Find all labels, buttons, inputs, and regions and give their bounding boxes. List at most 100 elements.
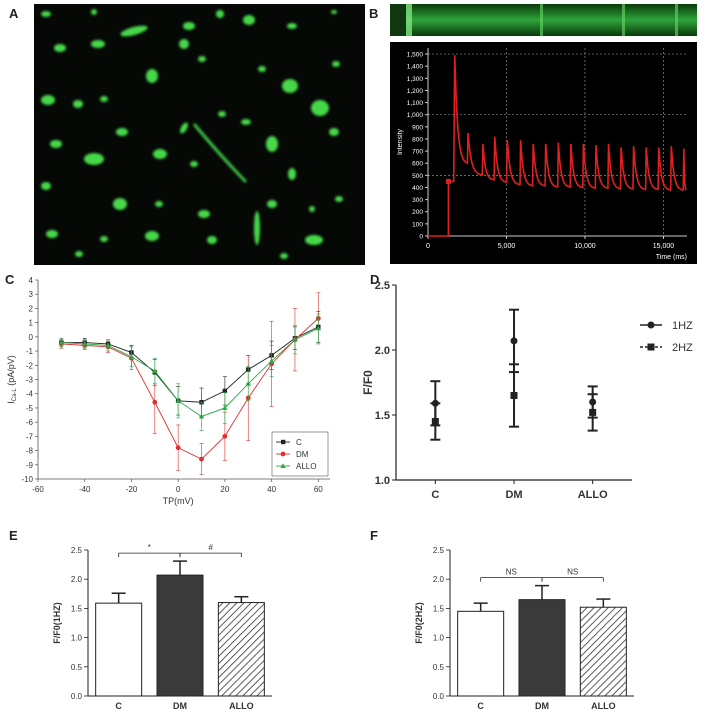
y-tick-label: 1.5 — [433, 604, 445, 613]
intensity-trace-chart: 0 100 200 300 400 500 600 700 800 900 1,000 1,100 1,… — [390, 42, 697, 264]
x-tick-label: 15,000 — [653, 243, 675, 250]
y-tick-label: 200 — [412, 209, 423, 216]
x-tick-label: 0 — [176, 485, 181, 494]
y-axis-label: ICa-L (pA/pV) — [6, 355, 18, 404]
y-tick-label: 2.0 — [375, 345, 390, 357]
y-tick-label: 2.0 — [71, 575, 83, 584]
data-point — [510, 337, 518, 345]
y-tick-label: 1,400 — [407, 64, 424, 71]
y-tick-label: 4 — [29, 276, 34, 285]
data-point — [152, 399, 158, 405]
y-tick-label: 2.5 — [375, 280, 390, 292]
significance-label: # — [208, 543, 213, 552]
y-tick-label: 0 — [29, 333, 34, 342]
y-tick-label: 1,500 — [407, 52, 424, 59]
x-tick-label: ALLO — [591, 701, 616, 711]
y-tick-label: -9 — [26, 461, 34, 470]
legend-label: 2HZ — [672, 342, 693, 354]
y-tick-label: 0.0 — [433, 692, 445, 701]
y-tick-label: 1.0 — [71, 634, 83, 643]
data-point — [58, 339, 64, 345]
panel-label-d: D — [370, 272, 380, 287]
series-line-c — [61, 326, 319, 403]
y-tick-label: 0 — [419, 234, 423, 241]
ff0-dot-chart: 1.0 1.5 2.0 2.5 C DM ALLO F/F0 1HZ 2HZ — [362, 280, 693, 501]
y-tick-label: 0.0 — [71, 692, 83, 701]
x-tick-label: DM — [535, 701, 549, 711]
x-tick-label: 60 — [314, 485, 323, 494]
x-tick-label: DM — [505, 489, 522, 501]
legend-label: DM — [296, 450, 309, 459]
y-axis-label: Intensity — [397, 128, 404, 155]
data-point — [82, 341, 88, 346]
data-point — [105, 342, 111, 348]
data-point — [245, 380, 251, 386]
x-tick-label: -60 — [32, 485, 44, 494]
data-point — [175, 445, 181, 451]
data-point — [128, 353, 135, 359]
panel-label-e: E — [9, 528, 18, 543]
y-tick-label: -7 — [26, 432, 34, 441]
y-tick-label: 1.0 — [375, 475, 390, 487]
data-point — [222, 433, 228, 439]
y-tick-label: 600 — [412, 161, 423, 168]
y-tick-label: 0.5 — [71, 663, 83, 672]
data-point — [152, 368, 158, 373]
y-tick-label: 900 — [412, 124, 423, 131]
x-tick-label: 5,000 — [498, 243, 516, 250]
trace-start-marker — [445, 178, 451, 184]
bar-dm — [518, 599, 566, 697]
data-point — [198, 413, 205, 419]
panel-label-b: B — [369, 6, 379, 21]
y-tick-label: 1.5 — [71, 604, 83, 613]
x-tick-label: 40 — [267, 485, 276, 494]
x-axis-label: Time (ms) — [656, 254, 687, 261]
y-tick-label: 800 — [412, 136, 423, 143]
panel-label-f: F — [370, 528, 378, 543]
data-point — [199, 456, 204, 462]
y-tick-label: 1,100 — [407, 100, 424, 107]
legend-label: 1HZ — [672, 320, 693, 332]
y-tick-label: 500 — [412, 173, 423, 180]
series-line-dm — [61, 318, 319, 460]
bar-c — [457, 610, 505, 697]
y-tick-label: 700 — [412, 149, 423, 156]
y-tick-label: 100 — [412, 221, 423, 228]
series-line-allo — [61, 327, 319, 417]
x-tick-label: 20 — [220, 485, 229, 494]
y-tick-label: 2.5 — [433, 546, 445, 555]
data-point — [269, 358, 275, 364]
legend-marker — [281, 439, 286, 445]
y-tick-label: -2 — [26, 361, 34, 370]
y-tick-label: -10 — [21, 475, 33, 484]
bar-allo — [217, 602, 265, 697]
x-tick-label: 10,000 — [574, 243, 596, 250]
y-axis-label: F/F0 — [362, 370, 375, 395]
bar-dm — [156, 574, 204, 697]
data-point — [315, 325, 321, 331]
y-axis-label: F/F0(1HZ) — [52, 602, 62, 644]
data-point — [510, 392, 518, 399]
data-point — [222, 405, 228, 410]
significance-label: NS — [506, 568, 517, 577]
legend-marker — [280, 451, 286, 457]
significance-label: * — [148, 543, 151, 552]
panel-label-c: C — [5, 272, 15, 287]
y-tick-label: 1,300 — [407, 76, 424, 83]
y-tick-label: 3 — [29, 290, 34, 299]
y-tick-label: 1 — [29, 319, 34, 328]
y-tick-label: -1 — [26, 347, 34, 356]
x-tick-label: C — [431, 489, 439, 501]
data-point — [175, 398, 181, 403]
y-tick-label: 2 — [29, 304, 34, 313]
y-tick-label: -8 — [26, 447, 34, 456]
ff0-2hz-bar-chart: 0.0 0.5 1.0 1.5 2.0 2.5 F/F0(2HZ) C DM ALLO NS NS — [414, 546, 634, 711]
y-tick-label: -5 — [26, 404, 34, 413]
x-tick-label: ALLO — [578, 489, 608, 501]
y-tick-label: 0.5 — [433, 663, 445, 672]
y-axis-label: F/F0(2HZ) — [414, 602, 424, 644]
x-tick-label: -20 — [126, 485, 138, 494]
intensity-trace-line — [428, 55, 688, 237]
bar-c — [95, 602, 143, 697]
y-tick-label: -6 — [26, 418, 34, 427]
